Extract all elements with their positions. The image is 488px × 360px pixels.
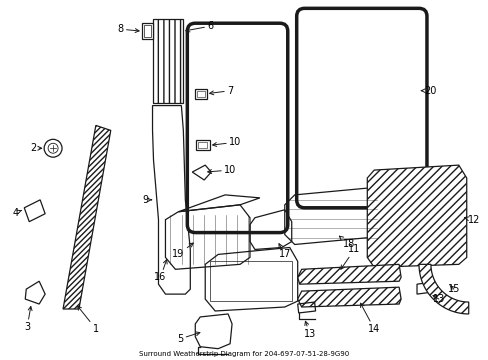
Text: 17: 17	[278, 244, 290, 260]
Text: 20: 20	[421, 86, 436, 96]
Bar	[198, 142, 207, 148]
Text: 19: 19	[172, 243, 193, 260]
Text: 15: 15	[447, 284, 459, 294]
Text: 14: 14	[360, 303, 380, 334]
Text: 11: 11	[340, 244, 360, 269]
Polygon shape	[297, 264, 400, 284]
Text: 8: 8	[118, 24, 139, 34]
Text: 2: 2	[30, 143, 41, 153]
Polygon shape	[142, 23, 152, 39]
Polygon shape	[418, 264, 468, 314]
Text: 9: 9	[142, 195, 151, 205]
Bar	[197, 91, 205, 96]
Polygon shape	[63, 125, 111, 309]
Text: 18: 18	[339, 236, 355, 249]
Polygon shape	[297, 287, 400, 307]
Text: 16: 16	[154, 260, 167, 282]
Text: 5: 5	[177, 332, 200, 344]
Text: 10: 10	[212, 137, 241, 147]
Text: 12: 12	[464, 215, 479, 225]
Polygon shape	[366, 165, 466, 267]
Text: 10: 10	[207, 165, 236, 175]
Text: 6: 6	[185, 21, 213, 32]
Polygon shape	[24, 200, 45, 222]
Text: 4: 4	[12, 208, 21, 218]
Bar	[143, 25, 150, 37]
Text: 1: 1	[78, 306, 99, 334]
Text: 7: 7	[209, 86, 233, 96]
Text: 13: 13	[432, 294, 444, 304]
Polygon shape	[152, 19, 183, 103]
Polygon shape	[25, 281, 45, 304]
Text: 13: 13	[303, 321, 315, 339]
Text: 3: 3	[24, 306, 32, 332]
Text: Surround Weatherstrip Diagram for 204-697-07-51-28-9G90: Surround Weatherstrip Diagram for 204-69…	[139, 351, 348, 357]
Circle shape	[44, 139, 62, 157]
Bar	[210, 261, 291, 301]
